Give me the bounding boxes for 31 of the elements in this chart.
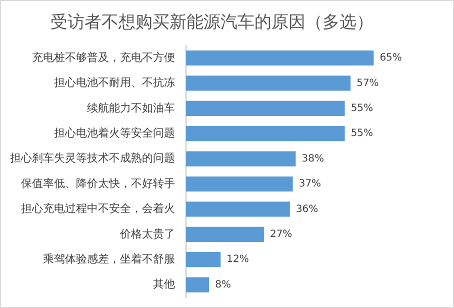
bar <box>186 76 351 91</box>
bar <box>186 176 293 192</box>
y-tick-label: 其他 <box>153 278 175 291</box>
y-tick-label: 价格太贵了 <box>119 227 175 240</box>
data-label: 12% <box>226 254 249 266</box>
y-tick-label: 续航能力不如油车 <box>87 101 175 114</box>
data-label: 65% <box>380 52 402 64</box>
y-tick-label: 保值率低、降价太快，不好转手 <box>21 176 175 190</box>
y-tick-label: 担心电池着火等安全问题 <box>54 126 175 140</box>
data-label: 38% <box>302 153 324 164</box>
y-tick-label: 担心充电过程中不安全，会着火 <box>21 202 175 216</box>
data-label: 27% <box>270 228 292 240</box>
bar <box>186 50 374 66</box>
data-label: 8% <box>215 279 231 290</box>
data-label: 37% <box>298 178 322 190</box>
bar <box>186 126 345 142</box>
y-tick-label: 乘驾体验感差，坐着不舒服 <box>43 252 175 266</box>
bar <box>186 226 264 242</box>
bar <box>186 277 210 292</box>
bar <box>186 151 296 166</box>
data-label: 57% <box>356 78 379 89</box>
data-label: 55% <box>350 128 374 140</box>
bar <box>186 202 290 217</box>
y-tick-label: 担心刹车失灵等技术不成熟的问题 <box>10 152 175 165</box>
y-tick-label: 担心电池不耐用、不抗冻 <box>54 76 175 90</box>
bar <box>186 252 221 268</box>
bar <box>186 100 345 116</box>
y-tick-label: 充电桩不够普及，充电不方便 <box>32 50 175 64</box>
data-label: 55% <box>350 102 374 114</box>
chart-title: 受访者不想购买新能源汽车的原因（多选） <box>50 12 374 33</box>
data-label: 36% <box>296 204 318 215</box>
